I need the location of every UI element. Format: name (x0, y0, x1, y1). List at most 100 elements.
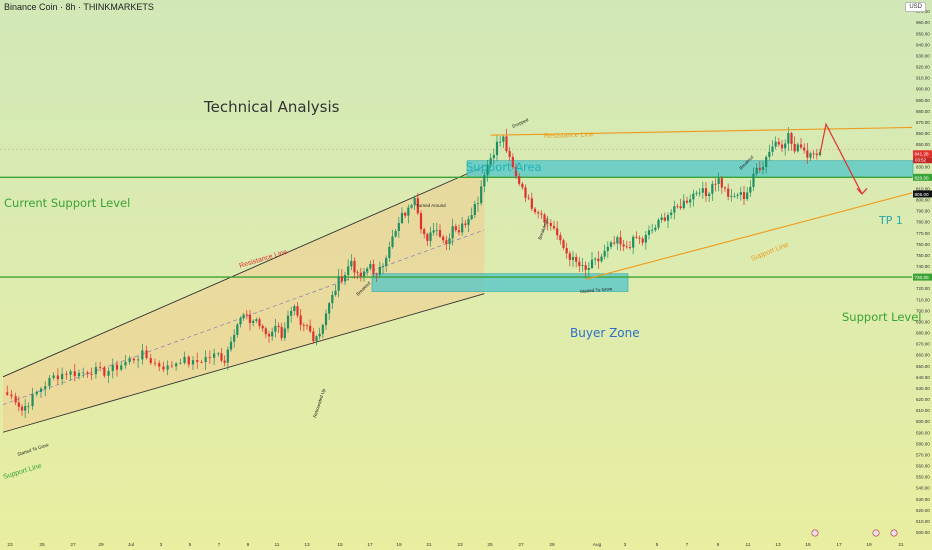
candle-body (644, 234, 647, 243)
candle-body (771, 146, 774, 152)
x-tick-label: Jul (128, 542, 134, 548)
y-tick-label: 510.00 (916, 519, 930, 524)
candle-body (714, 183, 717, 185)
candle-body (69, 371, 72, 375)
candle-body (815, 153, 818, 156)
candle-body (111, 364, 114, 372)
candle-body (673, 206, 676, 213)
y-tick-label: 610.00 (916, 408, 930, 413)
level-820-tag: 820.00 (915, 175, 929, 180)
candle-body (204, 357, 207, 363)
y-tick-label: 570.00 (916, 452, 930, 457)
rebounded-up-label: Rebounded Up (312, 387, 326, 418)
candle-body (492, 155, 495, 159)
y-tick-label: 710.00 (916, 297, 930, 302)
candle-body (768, 151, 771, 157)
candle-body (438, 230, 442, 237)
candle-body (381, 265, 385, 267)
candle-body (622, 244, 625, 247)
candle-body (27, 406, 30, 407)
candle-body (162, 366, 165, 370)
candle-body (302, 324, 305, 326)
candle-body (73, 371, 76, 377)
candle-body (777, 141, 780, 145)
candle-body (318, 333, 321, 337)
y-tick-label: 900.00 (916, 87, 930, 92)
candle-body (540, 213, 543, 215)
candle-body (128, 358, 131, 362)
candle-body (24, 406, 27, 411)
candle-body (416, 198, 419, 214)
y-tick-label: 700.00 (916, 308, 930, 313)
candle-body (752, 173, 755, 187)
candle-body (141, 350, 144, 360)
candle-body (720, 178, 723, 188)
y-tick-label: 500.00 (916, 530, 930, 535)
dropped-label: Dropped (511, 117, 529, 129)
candle-body (340, 276, 343, 282)
y-tick-label: 740.00 (916, 264, 930, 269)
candle-body (682, 200, 685, 209)
candle-body (305, 325, 309, 327)
candle-body (404, 212, 407, 216)
candle-body (217, 353, 220, 355)
candle-body (372, 264, 375, 274)
candle-body (334, 290, 337, 295)
y-tick-label: 680.00 (916, 331, 930, 336)
candle-body (394, 230, 397, 237)
x-tick-label: 15 (337, 542, 343, 548)
candle-body (594, 258, 597, 260)
candle-body (451, 226, 454, 239)
candle-body (698, 192, 701, 194)
candle-body (812, 153, 815, 155)
candle-body (499, 141, 502, 143)
candle-body (473, 203, 476, 216)
candle-body (90, 374, 93, 375)
candle-body (248, 314, 252, 323)
candle-body (378, 266, 381, 275)
currency-badge[interactable]: USD (905, 2, 926, 12)
y-tick-label: 650.00 (916, 364, 930, 369)
candle-body (286, 315, 290, 329)
candle-body (233, 334, 236, 342)
candle-body (429, 232, 432, 241)
candle-body (606, 246, 609, 251)
y-tick-label: 770.00 (916, 231, 930, 236)
candle-body (183, 356, 186, 363)
candle-body (689, 199, 692, 203)
x-tick-label: 13 (775, 542, 781, 548)
candle-body (723, 187, 727, 189)
candle-body (530, 198, 533, 209)
candle-body (213, 353, 216, 358)
candle-body (132, 358, 135, 361)
y-tick-label: 690.00 (916, 319, 930, 324)
candle-body (208, 357, 211, 358)
y-tick-label: 540.00 (916, 486, 930, 491)
level-730-tag: 730.00 (915, 275, 929, 280)
candle-body (179, 362, 182, 364)
candle-body (166, 365, 169, 370)
candle-body (508, 151, 511, 157)
channel-lower-line (2, 293, 485, 433)
candle-body (264, 328, 267, 335)
candle-body (524, 187, 527, 198)
candle-body (77, 372, 81, 377)
candle-body (695, 192, 698, 194)
candle-body (489, 158, 492, 165)
candle-body (651, 229, 654, 231)
candle-body (793, 143, 796, 152)
y-tick-label: 880.00 (916, 109, 930, 114)
candle-body (14, 396, 17, 403)
candle-body (445, 240, 448, 244)
y-tick-label: 780.00 (916, 220, 930, 225)
orange-resistance-line (490, 126, 913, 136)
candle-body (742, 192, 746, 200)
candle-body (191, 360, 195, 365)
candle-body (657, 219, 660, 228)
y-tick-label: 940.00 (916, 42, 930, 47)
candle-body (603, 250, 606, 257)
candle-body (226, 349, 229, 363)
candle-body (426, 234, 429, 241)
